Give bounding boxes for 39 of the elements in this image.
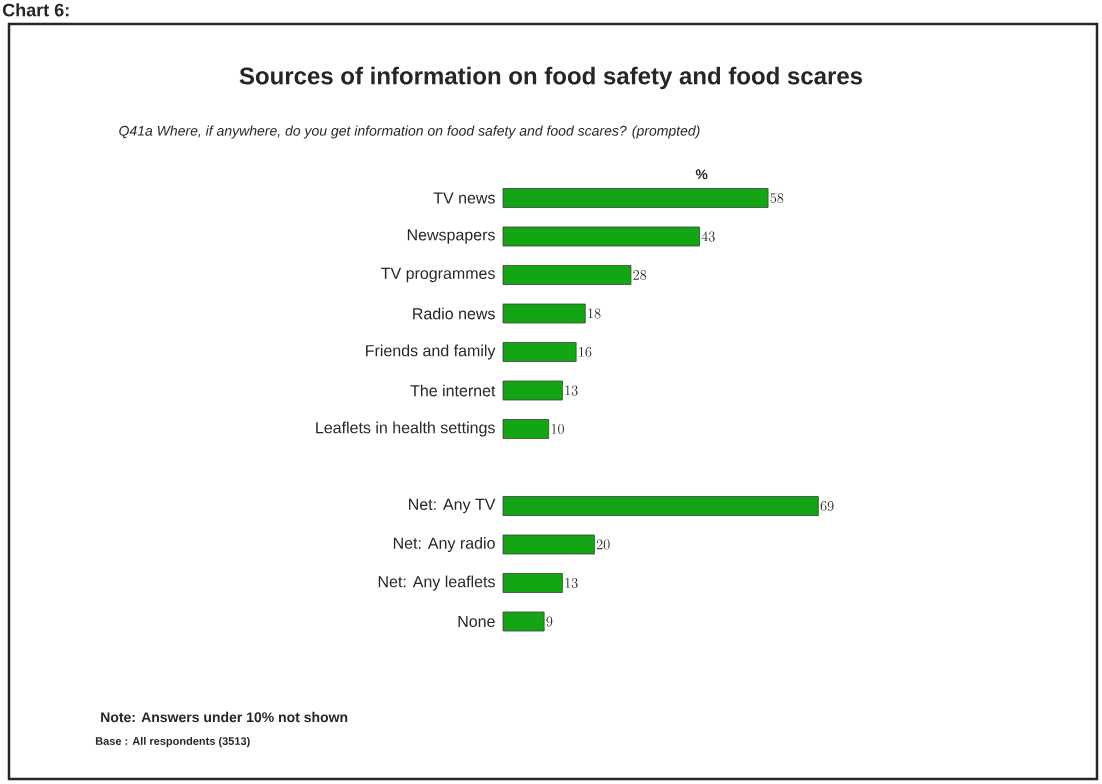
text: Base : All respondents (3513) bbox=[95, 736, 250, 748]
bar bbox=[502, 265, 632, 285]
y-tick-label: The internet bbox=[410, 384, 496, 397]
data-label: 9 bbox=[546, 616, 553, 627]
bar bbox=[502, 534, 595, 555]
y-tick-label: Net: Any radio bbox=[393, 537, 495, 552]
bar bbox=[502, 419, 550, 439]
y-tick-label: Net: Any TV bbox=[409, 498, 496, 514]
data-label: 20 bbox=[596, 539, 610, 550]
text: Note: Answers under 10% not shown bbox=[101, 711, 348, 723]
caption: Chart 6: bbox=[2, 3, 69, 17]
bar bbox=[502, 342, 577, 362]
data-label: 43 bbox=[701, 231, 715, 242]
bar bbox=[502, 188, 769, 208]
data-label: 69 bbox=[820, 501, 834, 511]
bar bbox=[502, 611, 545, 632]
y-tick-label: Friends and family bbox=[366, 344, 496, 360]
y-tick-label: Leaflets in health settings bbox=[316, 421, 495, 437]
y-tick-label: TV news bbox=[433, 192, 495, 204]
bar bbox=[502, 303, 586, 324]
data-label: 10 bbox=[551, 424, 564, 434]
bar bbox=[502, 226, 700, 247]
bar bbox=[502, 496, 819, 516]
y-tick-label: None bbox=[458, 615, 495, 628]
y-tick-label: Radio news bbox=[413, 307, 495, 320]
data-label: 58 bbox=[770, 193, 784, 203]
y-tick-label: Net: Any leaflets bbox=[378, 575, 495, 591]
y-tick-label: TV programmes bbox=[381, 267, 495, 283]
bar bbox=[502, 573, 563, 593]
bar bbox=[502, 380, 563, 401]
y-tick-label: Newspapers bbox=[407, 229, 495, 244]
chart-subtitle: Q41a Where, if anywhere, do you get information on food safety and food scares? (prompted) bbox=[119, 125, 700, 139]
data-label: 13 bbox=[565, 385, 578, 396]
data-label: 18 bbox=[588, 308, 601, 319]
data-label: 13 bbox=[565, 578, 578, 588]
chart-title: Sources of information on food safety and food scares bbox=[239, 66, 863, 90]
x-axis-title: % bbox=[695, 169, 708, 180]
data-label: 16 bbox=[579, 347, 592, 357]
data-label: 28 bbox=[633, 270, 647, 280]
